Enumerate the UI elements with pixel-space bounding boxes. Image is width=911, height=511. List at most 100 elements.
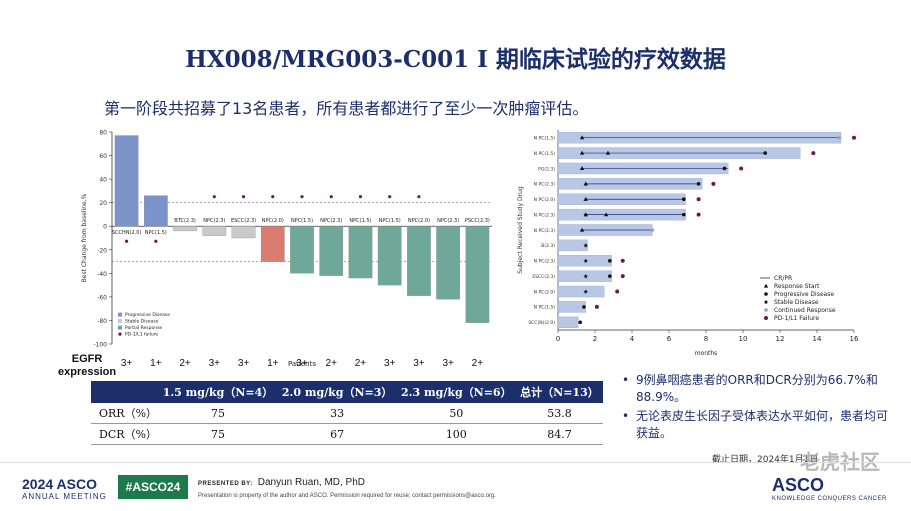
response-start-marker <box>763 283 769 288</box>
subject-label: N PC(2.3) <box>534 182 556 188</box>
table-cell: DCR（%） <box>91 423 159 445</box>
footer <box>0 462 911 511</box>
y-tick-label: -40 <box>97 271 107 278</box>
subject-label: B(2.3) <box>541 243 555 249</box>
waterfall-chart: 80 60 40 20 0 -20 -40 -60 -80 -100 Best Change fro… <box>81 130 492 368</box>
x-tick-label: 12 <box>776 335 785 343</box>
x-axis-label: months <box>695 350 718 357</box>
egfr-value: 3+ <box>442 358 454 369</box>
pd-l1-failure-marker <box>711 181 716 186</box>
egfr-label: EGFR expression <box>58 353 116 379</box>
bullet-item: • 9例鼻咽癌患者的ORR和DCR分别为66.7%和88.9%。 <box>622 372 890 406</box>
table-cell: 33 <box>277 403 397 424</box>
egfr-value: 3+ <box>296 358 308 369</box>
legend-label: CR/PR <box>774 275 792 282</box>
egfr-value: 2+ <box>325 358 337 369</box>
response-start-marker <box>579 150 585 155</box>
bar <box>465 226 490 323</box>
pd-l1-failure-marker <box>417 195 421 199</box>
table-header: 2.0 mg/kg（N=3） <box>277 381 397 403</box>
egfr-label-line2: expression <box>58 366 117 378</box>
bullet-text: 无论表皮生长因子受体表达水平如何，患者均可获益。 <box>636 409 889 440</box>
egfr-value: 3+ <box>120 358 133 369</box>
pd-l1-failure-marker <box>620 274 625 279</box>
legend-swatch <box>118 312 122 317</box>
y-tick-label: 0 <box>103 224 107 231</box>
table-header-row: 1.5 mg/kg（N=4） 2.0 mg/kg（N=3） 2.3 mg/kg（… <box>91 381 603 403</box>
table-header <box>91 381 159 403</box>
page-title: HX008/MRG003-C001 I 期临床试验的疗效数据 <box>185 46 726 73</box>
bar-label: NPC(1.5) <box>379 218 401 224</box>
progressive-disease-marker <box>764 292 768 296</box>
progressive-disease-marker <box>608 274 612 278</box>
progressive-disease-marker <box>682 212 686 217</box>
response-start-marker <box>579 135 585 140</box>
progressive-disease-marker <box>582 305 586 309</box>
legend-label: PD-1/L1 Failure <box>774 315 819 322</box>
response-start-marker <box>583 181 588 186</box>
table-cell: 84.7 <box>515 423 603 445</box>
egfr-values-row: 3+ 1+ 2+ 3+ 3+ 1+ 3+ 2+ 2+ 3+ 3+ 3+ 2+ <box>0 358 911 372</box>
x-tick-label: 8 <box>704 335 708 343</box>
bar <box>173 226 197 232</box>
legend-label: PD-1/L1 failure <box>125 332 158 338</box>
bar-label: SCCHN(2.0) <box>112 230 142 236</box>
bar <box>377 226 402 286</box>
table-header: 1.5 mg/kg（N=4） <box>158 381 278 403</box>
stable-disease-marker <box>583 258 588 263</box>
bar <box>231 226 256 239</box>
bar-label: NPC(2.0) <box>262 218 284 224</box>
progressive-disease-marker <box>763 151 767 155</box>
legend-label: Stable Disease <box>125 319 159 325</box>
bullet-icon: • <box>622 409 630 423</box>
asco-tagline: KNOWLEDGE CONQUERS CANCER <box>772 496 887 502</box>
pd-l1-failure-marker <box>154 239 158 243</box>
bar-label: NPC(1.5) <box>349 218 371 224</box>
subject-label: PG(2.3) <box>538 166 555 172</box>
cutoff-date: 截止日期，2024年1月1日 <box>712 455 819 465</box>
bar-label: NPC(2.3) <box>203 218 225 224</box>
egfr-value: 3+ <box>383 358 396 369</box>
pd-l1-failure-marker <box>388 195 392 199</box>
legend-label: Partial Response <box>125 325 162 331</box>
table-cell: 53.8 <box>515 403 603 424</box>
bullet-text: 9例鼻咽癌患者的ORR和DCR分别为66.7%和88.9%。 <box>636 373 878 404</box>
progressive-disease-marker <box>696 182 701 186</box>
bar <box>319 226 344 276</box>
asco-logo: ASCO <box>772 475 825 495</box>
legend-swatch <box>118 332 122 336</box>
legend-label: Progressive Disease <box>125 312 170 318</box>
pd-l1-failure-marker <box>764 316 768 320</box>
table-cell: 50 <box>396 403 516 424</box>
bar-label: NPC(1.5) <box>145 230 167 236</box>
y-tick-label: 20 <box>99 200 107 207</box>
copyright-notice: Presentation is property of the author a… <box>198 493 496 499</box>
x-tick-label: 2 <box>593 335 597 343</box>
response-start-marker <box>605 150 611 155</box>
bullet-item: • 无论表皮生长因子受体表达水平如何，患者均可获益。 <box>622 408 890 442</box>
legend-label: Stable Disease <box>774 299 819 306</box>
egfr-value: 3+ <box>413 358 425 369</box>
y-axis-label: Best Change from baseline,% <box>81 193 88 282</box>
continued-response-marker <box>837 135 841 140</box>
egfr-value: 3+ <box>237 358 250 369</box>
stable-disease-marker <box>583 212 588 217</box>
x-tick-label: 14 <box>813 335 822 343</box>
bar <box>290 226 314 274</box>
bar <box>436 226 460 300</box>
subject-label: N PC(2.3) <box>534 228 556 234</box>
subject-label: N PC(2.0) <box>534 289 556 295</box>
duration-bar <box>557 301 586 313</box>
subject-label: SCC(N)(2.0) <box>528 320 555 326</box>
legend-label: Response Start <box>774 283 820 290</box>
pd-l1-failure-marker <box>811 151 816 156</box>
x-tick-label: 0 <box>556 335 560 343</box>
egfr-value: 2+ <box>354 358 367 369</box>
pd-l1-failure-marker <box>358 195 363 199</box>
asco-meeting-label: ANNUAL MEETING <box>22 492 107 501</box>
table-row: DCR（%） 75 67 100 84.7 <box>91 423 603 445</box>
table-cell: 67 <box>277 423 397 445</box>
table-cell: 100 <box>396 423 516 445</box>
table-row: ORR（%） 75 33 50 53.8 <box>91 403 603 424</box>
pd-l1-failure-marker <box>594 304 599 309</box>
